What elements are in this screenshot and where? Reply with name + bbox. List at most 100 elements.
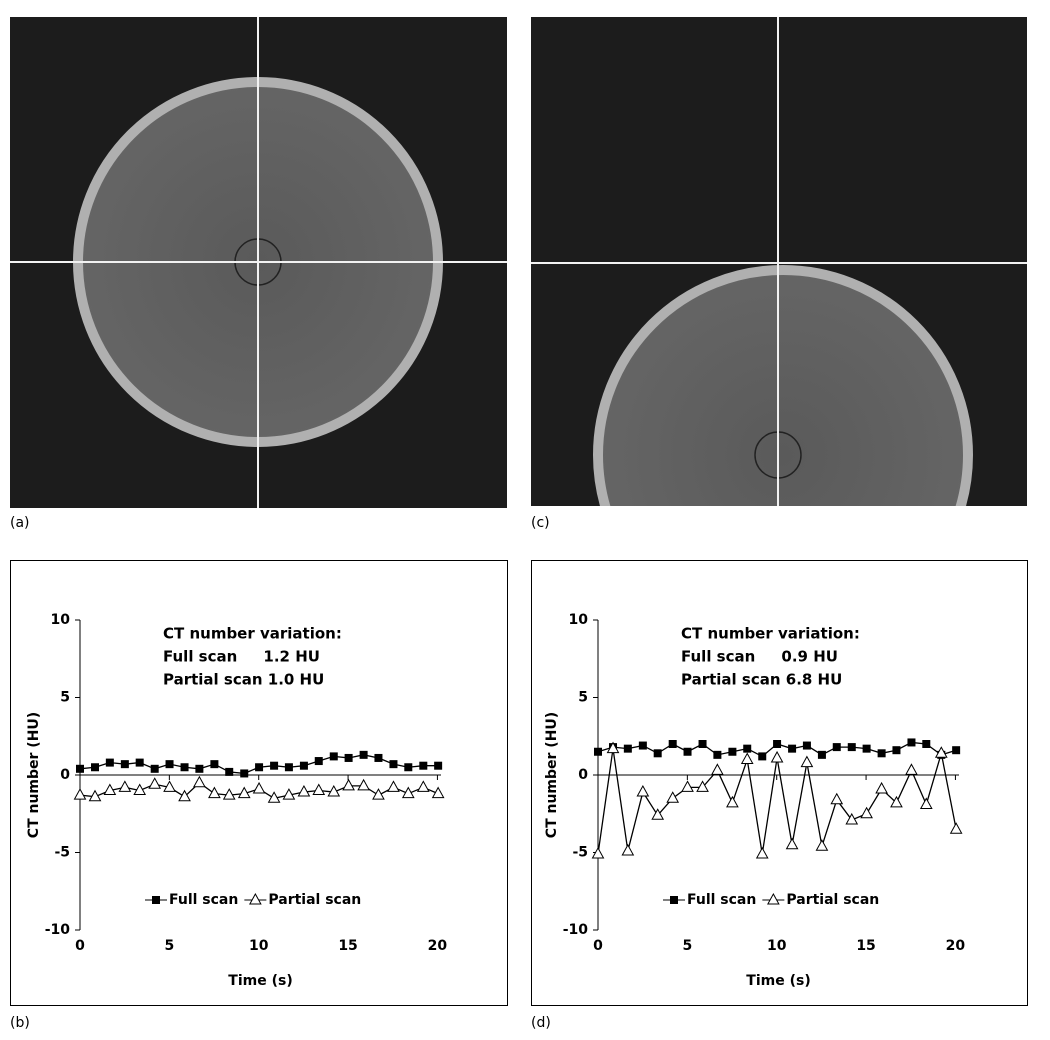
y-tick-label: 10: [569, 612, 589, 628]
marker: [591, 847, 605, 859]
ct-image-a: [10, 17, 507, 508]
y-tick-label: -10: [45, 922, 71, 938]
marker: [299, 761, 308, 770]
marker: [666, 791, 680, 803]
marker: [431, 786, 445, 799]
panel-label: (c): [531, 515, 550, 531]
marker: [76, 764, 84, 773]
marker: [344, 753, 353, 762]
marker: [267, 791, 281, 803]
x-tick-label: 5: [164, 938, 174, 954]
marker: [860, 806, 873, 819]
marker: [419, 761, 428, 770]
panel-label: (a): [10, 515, 30, 531]
marker: [178, 789, 191, 802]
marker: [195, 764, 204, 773]
marker: [88, 789, 102, 802]
marker: [800, 755, 814, 768]
marker: [297, 785, 311, 797]
marker: [416, 780, 430, 792]
legend-marker: [670, 896, 678, 904]
marker: [314, 757, 323, 766]
marker: [653, 749, 662, 758]
y-tick-label: -5: [572, 845, 588, 861]
legend-marker: [249, 892, 262, 905]
marker: [817, 750, 826, 759]
marker: [770, 750, 784, 763]
marker: [862, 744, 871, 753]
marker: [327, 785, 341, 797]
marker: [284, 763, 293, 772]
annotation: CT number variation:: [681, 625, 860, 643]
marker: [949, 822, 963, 834]
marker: [401, 786, 415, 799]
marker: [389, 760, 398, 769]
y-tick-label: -5: [54, 845, 70, 861]
marker: [193, 775, 206, 788]
y-axis-label: CT number (HU): [544, 712, 560, 838]
marker: [922, 740, 931, 748]
x-tick-label: 0: [75, 938, 85, 954]
legend-label: Full scan: [687, 892, 756, 908]
marker: [847, 743, 856, 752]
marker: [312, 783, 326, 795]
marker: [225, 767, 234, 776]
marker: [681, 780, 694, 792]
marker: [907, 738, 916, 747]
marker: [696, 780, 709, 792]
marker: [165, 760, 174, 769]
marker: [240, 769, 249, 778]
marker: [372, 788, 385, 800]
marker: [252, 781, 266, 794]
marker: [830, 792, 844, 805]
marker: [163, 780, 176, 792]
marker: [118, 780, 132, 792]
marker: [952, 746, 961, 755]
marker: [788, 744, 797, 753]
marker: [208, 786, 221, 799]
marker: [711, 763, 724, 775]
marker: [91, 763, 100, 772]
marker: [815, 839, 829, 851]
annotation: Full scan 1.2 HU: [163, 648, 320, 666]
chart-frame: [10, 560, 508, 1006]
y-tick-label: -10: [563, 922, 589, 938]
marker: [434, 761, 443, 770]
marker: [802, 741, 811, 750]
marker: [103, 783, 117, 795]
marker: [905, 763, 918, 775]
marker: [726, 795, 739, 808]
x-tick-label: 15: [856, 938, 875, 954]
marker: [387, 780, 400, 792]
marker: [638, 741, 647, 750]
x-axis-label: Time (s): [746, 973, 810, 989]
legend-marker: [767, 892, 780, 905]
x-tick-label: 10: [249, 938, 269, 954]
marker: [282, 788, 296, 800]
x-tick-label: 0: [593, 938, 603, 954]
chart-frame: [531, 560, 1028, 1006]
legend-label: Full scan: [169, 892, 238, 908]
marker: [237, 786, 251, 799]
marker: [180, 763, 189, 772]
y-tick-label: 5: [60, 690, 70, 706]
series-line: [597, 748, 957, 855]
x-tick-label: 20: [428, 938, 448, 954]
marker: [222, 788, 236, 800]
y-tick-label: 0: [60, 767, 70, 783]
marker: [758, 752, 767, 761]
annotation: Partial scan 1.0 HU: [163, 671, 324, 689]
marker: [120, 760, 129, 769]
marker: [621, 843, 635, 856]
annotation: Partial scan 6.8 HU: [681, 671, 842, 689]
marker: [342, 778, 355, 791]
marker: [594, 747, 602, 756]
x-tick-label: 5: [682, 938, 692, 954]
x-tick-label: 20: [946, 938, 966, 954]
marker: [755, 847, 769, 859]
marker: [210, 760, 219, 769]
x-tick-label: 15: [338, 938, 357, 954]
legend-marker: [152, 896, 160, 904]
annotation: Full scan 0.9 HU: [681, 648, 838, 666]
marker: [683, 747, 692, 756]
